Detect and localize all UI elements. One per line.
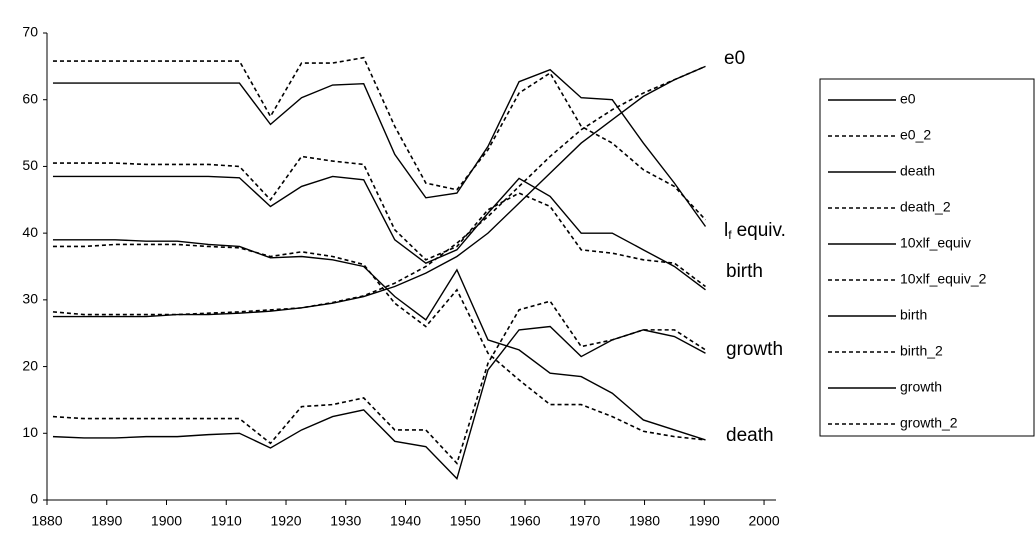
y-tick-label: 30 [22, 291, 38, 307]
annotation: birth [726, 261, 763, 282]
series-line [52, 56, 707, 221]
x-tick-label: 1940 [390, 513, 421, 529]
annotation: lf equiv. [724, 220, 786, 242]
series-line [52, 239, 706, 441]
x-tick-label: 1950 [450, 513, 481, 529]
y-tick-label: 70 [22, 24, 38, 40]
annotation-suffix: equiv. [737, 220, 786, 241]
x-tick-label: 1990 [689, 513, 720, 529]
x-tick-label: 1920 [270, 513, 301, 529]
annotation: e0 [724, 48, 745, 69]
y-tick-label: 20 [22, 357, 38, 373]
series-line [52, 300, 706, 465]
x-tick-label: 2000 [748, 513, 779, 529]
legend-label: 10xlf_equiv_2 [900, 271, 987, 287]
series-line [52, 175, 706, 291]
x-tick-label: 1930 [330, 513, 361, 529]
annotation-text: l [724, 220, 728, 241]
legend-label: birth [900, 307, 927, 323]
annotation-subscript: f [728, 228, 732, 242]
x-tick-label: 1900 [151, 513, 182, 529]
legend-label: birth_2 [900, 343, 943, 359]
series-line [52, 243, 706, 441]
legend-label: e0 [900, 91, 916, 107]
annotation: death [726, 425, 774, 446]
legend-label: growth_2 [900, 415, 958, 431]
y-tick-label: 60 [22, 90, 38, 106]
x-tick-label: 1880 [31, 513, 62, 529]
y-tick-label: 50 [22, 157, 38, 173]
y-tick-label: 40 [22, 224, 38, 240]
legend-label: e0_2 [900, 127, 931, 143]
series-line [52, 68, 707, 227]
series-line [52, 155, 706, 288]
legend-label: growth [900, 379, 942, 395]
x-tick-label: 1910 [211, 513, 242, 529]
legend-label: death [900, 163, 935, 179]
annotation: growth [726, 339, 783, 360]
y-tick-label: 10 [22, 424, 38, 440]
legend-label: 10xlf_equiv [900, 235, 971, 251]
x-tick-label: 1970 [569, 513, 600, 529]
series-line [52, 65, 706, 318]
legend-box [819, 78, 1035, 437]
x-tick-label: 1960 [509, 513, 540, 529]
series-line [52, 325, 706, 481]
legend-label: death_2 [900, 199, 951, 215]
x-tick-label: 1890 [91, 513, 122, 529]
x-tick-label: 1980 [629, 513, 660, 529]
series-line [52, 65, 706, 316]
y-tick-label: 0 [30, 491, 38, 507]
